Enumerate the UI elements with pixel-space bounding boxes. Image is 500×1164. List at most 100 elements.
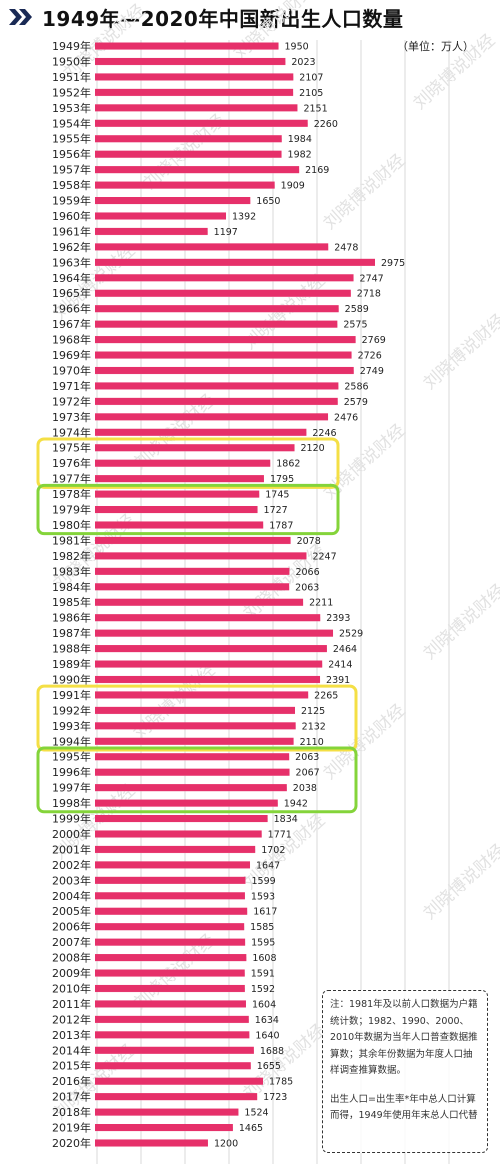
year-label: 1995年 [52,750,91,764]
year-label: 2007年 [52,935,91,949]
background-stripe [360,40,362,1164]
bar [95,336,356,344]
value-label: 1591 [251,969,275,980]
watermark: 刘晓博说财经 [230,0,319,64]
bar [95,691,309,699]
value-label: 1942 [284,799,308,810]
year-label: 2003年 [52,873,91,887]
year-label: 1949年 [52,39,91,53]
year-label: 1955年 [52,132,91,146]
year-label: 1979年 [52,503,91,517]
bar [95,892,245,900]
value-label: 2749 [360,366,384,377]
bar [95,135,282,143]
bar [95,876,246,884]
value-label: 2120 [301,443,325,454]
bar [95,320,338,328]
watermark: 刘晓博说财经 [420,841,500,924]
year-label: 1967年 [52,317,91,331]
bar [95,1077,263,1085]
value-label: 2110 [300,737,324,748]
year-label: 1978年 [52,487,91,501]
bar [95,567,290,575]
watermark: 刘晓博说财经 [320,701,409,784]
bar [95,645,327,653]
bar [95,490,260,498]
year-label: 1990年 [52,672,91,686]
bar [95,413,329,421]
value-label: 1702 [261,845,285,856]
bar [95,753,290,761]
year-label: 1968年 [52,333,91,347]
year-label: 2008年 [52,951,91,965]
year-label: 1999年 [52,812,91,826]
bar [95,768,290,776]
bar [95,799,278,807]
year-label: 1953年 [52,101,91,115]
year-label: 1969年 [52,348,91,362]
value-label: 2476 [334,412,358,423]
bar [95,1062,251,1070]
bar [95,815,268,822]
year-label: 1959年 [52,194,91,208]
year-label: 2014年 [52,1043,91,1057]
year-label: 1974年 [52,425,91,439]
value-label: 1909 [281,181,305,192]
value-label: 2105 [299,88,323,99]
year-label: 2005年 [52,904,91,918]
year-label: 1992年 [52,703,91,717]
year-label: 1952年 [52,85,91,99]
bar [95,366,354,374]
year-label: 1960年 [52,209,91,223]
year-label: 1965年 [52,286,91,300]
bar [95,984,245,992]
value-label: 2169 [305,165,329,176]
year-label: 1993年 [52,719,91,733]
bar [95,1139,208,1147]
bar [95,104,298,112]
year-label: 2004年 [52,889,91,903]
value-label: 2023 [291,57,315,68]
bar [95,475,264,483]
note-box: 注：1981年及以前人口数据为户籍统计数；1982、1990、2000、2010… [322,990,488,1153]
year-label: 1954年 [52,116,91,130]
bar [95,737,294,745]
bar [95,845,256,853]
value-label: 2247 [312,551,336,562]
value-label: 2078 [297,536,321,547]
value-label: 1745 [265,490,289,501]
bar [95,459,271,467]
year-label: 2015年 [52,1059,91,1073]
bar [95,1015,249,1023]
year-label: 1977年 [52,472,91,486]
value-label: 1771 [268,829,292,840]
year-label: 2000年 [52,827,91,841]
year-label: 2006年 [52,920,91,934]
value-label: 1197 [214,227,238,238]
year-label: 1973年 [52,410,91,424]
value-label: 1862 [276,459,300,470]
year-label: 1984年 [52,580,91,594]
year-label: 1991年 [52,688,91,702]
value-label: 2726 [358,351,382,362]
bar [95,969,245,977]
bar [95,536,291,544]
value-label: 2747 [360,273,384,284]
value-label: 2066 [295,567,319,578]
bar [95,1124,233,1131]
value-label: 1984 [288,134,312,145]
value-label: 1688 [260,1046,284,1057]
value-label: 1599 [251,876,275,887]
year-label: 2009年 [52,966,91,980]
bar [95,382,339,390]
bar [95,583,290,591]
year-label: 1962年 [52,240,91,254]
year-label: 2017年 [52,1090,91,1104]
year-label: 1958年 [52,178,91,192]
bar [95,73,294,81]
bar [95,88,294,96]
value-label: 1795 [270,474,294,485]
value-label: 1723 [263,1092,287,1103]
note-paragraph-2: 出生人口=出生率*年中总人口计算而得，1949年使用年末总人口代替 [330,1093,478,1122]
bar [95,784,287,792]
